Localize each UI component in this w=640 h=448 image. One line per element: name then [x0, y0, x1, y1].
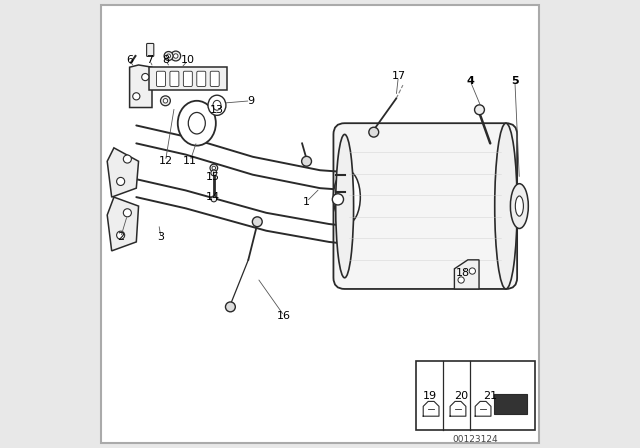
Bar	[494, 394, 527, 414]
Ellipse shape	[213, 100, 221, 110]
FancyBboxPatch shape	[333, 123, 517, 289]
Ellipse shape	[469, 268, 476, 274]
Text: 7: 7	[146, 56, 154, 65]
Text: 13: 13	[210, 105, 224, 115]
Text: 14: 14	[205, 192, 220, 202]
Text: 17: 17	[391, 71, 406, 81]
Ellipse shape	[475, 105, 484, 115]
Ellipse shape	[458, 277, 464, 283]
Ellipse shape	[171, 51, 180, 61]
Ellipse shape	[301, 156, 312, 166]
Text: 8: 8	[162, 56, 169, 65]
Ellipse shape	[124, 209, 131, 217]
Ellipse shape	[212, 166, 216, 170]
FancyBboxPatch shape	[170, 71, 179, 86]
Polygon shape	[108, 197, 139, 251]
Ellipse shape	[211, 196, 217, 202]
Text: 6: 6	[126, 56, 133, 65]
Ellipse shape	[515, 196, 524, 216]
Ellipse shape	[178, 101, 216, 146]
Ellipse shape	[225, 302, 236, 312]
FancyBboxPatch shape	[197, 71, 206, 86]
Text: 3: 3	[157, 233, 164, 242]
Ellipse shape	[188, 112, 205, 134]
FancyBboxPatch shape	[210, 71, 220, 86]
Ellipse shape	[332, 194, 344, 205]
Ellipse shape	[252, 217, 262, 227]
Ellipse shape	[511, 184, 529, 228]
FancyBboxPatch shape	[147, 43, 154, 56]
FancyBboxPatch shape	[149, 67, 227, 90]
Ellipse shape	[132, 93, 140, 100]
Ellipse shape	[163, 99, 168, 103]
FancyBboxPatch shape	[157, 71, 165, 86]
Text: 00123124: 00123124	[453, 435, 499, 444]
Ellipse shape	[164, 52, 173, 60]
Text: 11: 11	[183, 156, 197, 166]
Text: 15: 15	[205, 172, 220, 182]
FancyBboxPatch shape	[184, 71, 192, 86]
Bar	[417, 361, 535, 430]
Ellipse shape	[173, 54, 178, 58]
Ellipse shape	[333, 170, 360, 224]
Ellipse shape	[210, 164, 218, 172]
Text: 19: 19	[422, 392, 437, 401]
Polygon shape	[454, 260, 479, 289]
Ellipse shape	[141, 73, 149, 81]
Ellipse shape	[211, 170, 217, 176]
Text: 10: 10	[181, 56, 195, 65]
Ellipse shape	[166, 54, 171, 58]
Ellipse shape	[495, 123, 517, 289]
Text: 18: 18	[456, 268, 470, 278]
Ellipse shape	[208, 95, 226, 115]
Text: 5: 5	[511, 76, 518, 86]
Ellipse shape	[336, 134, 354, 278]
Text: 12: 12	[158, 156, 173, 166]
Ellipse shape	[116, 231, 125, 239]
Text: 1: 1	[303, 197, 310, 207]
Ellipse shape	[124, 155, 131, 163]
Text: 20: 20	[454, 392, 468, 401]
Text: 9: 9	[247, 96, 254, 106]
Ellipse shape	[369, 127, 379, 137]
Text: 2: 2	[117, 233, 124, 242]
Ellipse shape	[161, 96, 170, 106]
Ellipse shape	[116, 177, 125, 185]
Text: 4: 4	[466, 76, 474, 86]
Text: 16: 16	[277, 311, 291, 321]
FancyBboxPatch shape	[101, 5, 539, 443]
Polygon shape	[108, 148, 139, 197]
Polygon shape	[130, 65, 152, 108]
Text: 21: 21	[483, 392, 497, 401]
